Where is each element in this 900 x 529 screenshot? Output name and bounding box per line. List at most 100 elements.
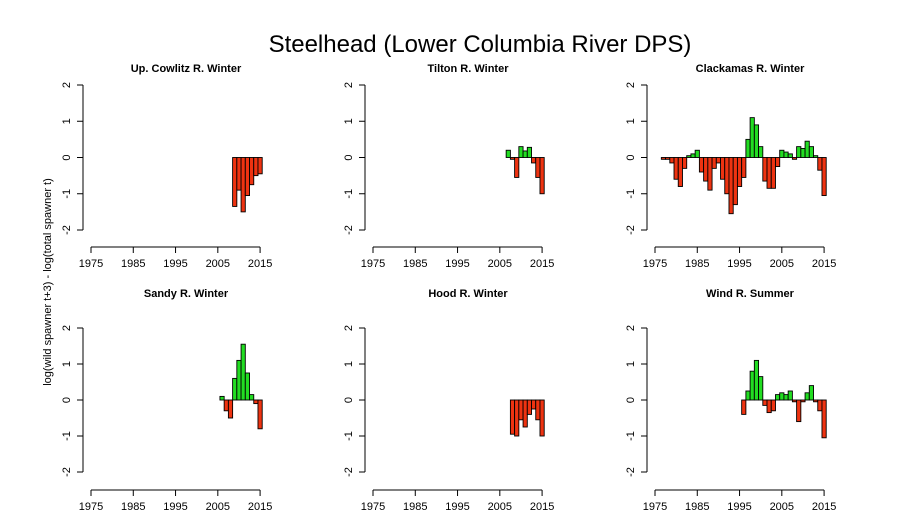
y-tick-label: -1 [343,189,355,199]
bar [775,157,781,168]
bar [509,399,516,435]
y-tick-label: -2 [343,225,355,235]
panels: Up. Cowlitz R. Winter -2 -1 0 1 2 1975 1985 1995… [61,63,836,513]
x-tick-label: 1975 [643,258,667,270]
y-tick-label: 2 [61,82,73,88]
bar [694,149,700,158]
x-tick-label: 1985 [403,501,427,513]
x-tick-label: 1975 [361,501,385,513]
panel-title: Tilton R. Winter [428,63,510,75]
y-tick-label: -2 [61,467,73,477]
panel: Clackamas R. Winter -2 -1 0 1 2 1975 1985 1995 20… [625,63,836,270]
bar [526,146,532,158]
bar [257,157,263,175]
bar [766,157,772,189]
y-tick-label: -2 [625,225,637,235]
y-tick-label: 0 [343,154,355,160]
bar [236,359,242,401]
y-tick-label: 1 [343,361,355,367]
x-tick-label: 2015 [812,501,836,513]
bar [796,146,802,158]
bar [821,399,827,439]
x-tick-label: 1995 [163,258,187,270]
bar [741,399,747,415]
x-tick-label: 2015 [530,258,554,270]
y-tick-label: 2 [625,325,637,331]
bar [753,359,760,401]
bar [232,377,238,401]
bar [682,157,688,169]
bar [808,385,814,401]
panel-title: Clackamas R. Winter [696,63,805,75]
panel-title: Up. Cowlitz R. Winter [131,63,242,75]
bar [253,399,259,405]
y-tick-label: -2 [61,225,73,235]
bar [808,146,814,158]
bar [535,399,541,421]
bar [804,392,810,401]
bar [253,157,259,177]
x-tick-label: 1995 [445,501,469,513]
bar [749,370,755,401]
panel: Wind R. Summer -2 -1 0 1 2 1975 1985 1995 2005 201… [625,288,836,513]
y-tick-label: 0 [61,154,73,160]
panel-title: Wind R. Summer [706,288,795,300]
x-tick-label: 1995 [727,258,751,270]
bar [522,399,528,428]
x-tick-label: 1995 [727,501,751,513]
bar [817,157,823,171]
figure-title: Steelhead (Lower Columbia River DPS) [269,31,692,58]
x-tick-label: 2015 [530,501,554,513]
y-tick-label: -2 [343,467,355,477]
bar [779,149,785,158]
bar [660,157,667,160]
bar [770,399,776,412]
bar [758,376,764,401]
bar [711,157,717,169]
bar [762,157,768,182]
y-tick-label: 2 [343,325,355,331]
x-tick-label: 1975 [79,501,103,513]
x-tick-label: 1975 [643,501,667,513]
bar [745,138,751,158]
panel-title: Hood R. Winter [428,288,508,300]
x-tick-label: 1985 [403,258,427,270]
x-tick-label: 1975 [361,258,385,270]
bar [791,157,798,160]
bar [526,399,532,415]
bar [514,157,520,178]
bar [770,157,776,189]
panel: Tilton R. Winter -2 -1 0 1 2 1975 1985 1995 2005 2… [343,63,554,270]
x-tick-label: 1985 [685,258,709,270]
bar [724,157,730,195]
bar [766,399,772,414]
y-tick-label: -2 [625,467,637,477]
bar [817,399,823,412]
panel-title: Sandy R. Winter [144,288,229,300]
bar [232,157,238,207]
bar [535,157,541,178]
bar [514,399,520,437]
bar [813,399,819,403]
bar [509,157,516,160]
x-tick-label: 2005 [488,258,512,270]
bar [531,399,537,410]
bar [249,157,255,186]
x-tick-label: 2015 [812,258,836,270]
bar [223,399,229,412]
y-tick-label: 0 [625,397,637,403]
bar [518,399,524,421]
bar [762,399,768,406]
bar [518,146,524,158]
bar [715,157,721,164]
x-tick-label: 2005 [770,258,794,270]
y-tick-label: -1 [343,431,355,441]
y-tick-label: 1 [625,118,637,124]
bar [758,146,764,158]
bar [745,390,751,401]
bar [736,157,743,187]
x-tick-label: 2015 [248,258,272,270]
bar [539,399,545,437]
x-tick-label: 1985 [685,501,709,513]
y-tick-label: -1 [61,189,73,199]
